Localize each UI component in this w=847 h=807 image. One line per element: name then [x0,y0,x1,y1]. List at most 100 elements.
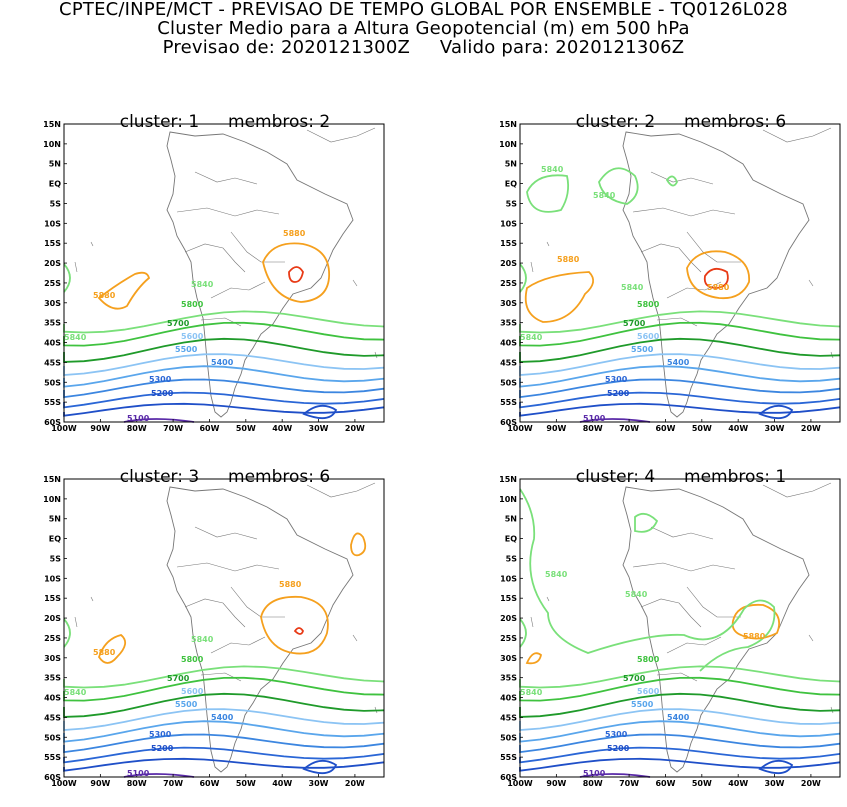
lat-tick-label: 15N [43,120,61,129]
contour-line [598,167,639,205]
lat-tick-label: EQ [505,535,517,544]
contour-label: 5700 [167,674,190,683]
map-plot: 15N10N5NEQ5S10S15S20S25S30S35S40S45S50S5… [43,120,385,433]
lon-tick-label: 100W [507,424,533,433]
contour-line [63,337,385,363]
lon-tick-label: 80W [583,779,603,788]
lat-tick-label: 35S [500,319,517,328]
contour-line [288,266,304,283]
contour-layer [519,167,841,423]
lon-tick-label: 90W [90,779,110,788]
contour-line [302,404,338,420]
contour-line [350,532,367,557]
lat-tick-label: 5S [506,554,518,563]
map-frame [63,478,385,778]
contour-label: 5880 [557,255,580,264]
contour-label: 5500 [631,700,654,709]
lat-tick-label: 15S [500,239,517,248]
lat-tick-label: 5S [50,199,62,208]
contour-line [519,310,841,334]
contour-line [63,321,385,347]
continent-outline [622,131,810,418]
contour-label: 5840 [593,191,616,200]
lon-tick-label: 70W [619,779,639,788]
lat-tick-label: 60S [44,773,61,782]
lat-tick-label: 30S [44,299,61,308]
lon-tick-label: 50W [692,779,712,788]
map-panel-4: cluster: 4 membros: 1 15N 10N 5N EQ 5S 10S 15S… [491,467,841,807]
lon-tick-label: 20W [345,779,365,788]
contour-label: 5880 [93,291,116,300]
contour-label: 5840 [545,570,568,579]
cluster-label: cluster: [119,467,183,487]
lat-tick-label: 25S [500,634,517,643]
contour-label: 5840 [191,635,214,644]
lat-tick-label: 5N [49,515,61,524]
lat-tick-label: 5S [506,199,518,208]
contour-label: 5300 [149,730,172,739]
lat-tick-label: EQ [505,180,517,189]
contour-label: 5100 [583,769,606,778]
lat-tick-label: EQ [49,180,61,189]
contour-line [63,665,385,689]
contour-label: 5840 [64,688,87,697]
map-panel-1: cluster: 1 membros: 2 15N 10N 5N EQ 5S 10S 15S… [35,112,385,452]
contour-layer [63,242,385,423]
lon-tick-label: 30W [309,424,329,433]
lat-tick-label: 10S [500,219,517,228]
contour-line [98,634,127,664]
lat-tick-label: 60S [500,418,517,427]
lat-tick-label: 25S [44,279,61,288]
contour-label: 5600 [181,332,204,341]
contour-line [524,271,595,323]
lon-tick-label: 50W [236,424,256,433]
contour-layer [63,532,385,778]
contour-line [63,310,385,334]
contour-label: 5600 [637,332,660,341]
lon-tick-label: 80W [127,424,147,433]
contour-line [758,404,794,420]
lon-tick-label: 90W [90,424,110,433]
contour-line [519,733,841,754]
lat-tick-label: 35S [44,674,61,683]
contour-label: 5500 [631,345,654,354]
lat-tick-label: 10N [43,140,61,149]
border-line [74,241,94,273]
border-line [306,127,376,143]
border-line [210,281,266,299]
lat-tick-label: 50S [44,378,61,387]
border-line [762,127,832,143]
contour-label: 5100 [127,414,150,423]
border-line [194,171,258,185]
contour-label: 5880 [743,632,766,641]
lat-tick-label: 50S [44,733,61,742]
members-label: membros: [684,112,771,132]
lat-tick-label: 10S [44,574,61,583]
contour-line [519,365,841,388]
lat-tick-label: 15N [499,475,517,484]
map-frame [63,123,385,423]
contour-line [63,263,71,293]
contour-line [260,595,329,655]
lat-tick-label: 45S [44,358,61,367]
lat-tick-label: 55S [500,753,517,762]
border-line [176,562,280,572]
lat-tick-label: 5N [49,160,61,169]
members-label: membros: [228,467,315,487]
contour-label: 5800 [181,655,204,664]
contour-line [526,174,570,213]
contour-label: 5500 [175,345,198,354]
lon-tick-label: 30W [309,779,329,788]
map-frame [519,478,841,778]
lat-tick-label: 5S [50,554,62,563]
contour-line [293,627,304,635]
border-line [650,526,714,540]
contour-label: 5100 [127,769,150,778]
lat-tick-label: 40S [44,694,61,703]
lat-tick-label: 15S [44,594,61,603]
contour-label: 5100 [583,414,606,423]
contour-line [63,708,385,731]
lon-tick-label: 20W [345,424,365,433]
contour-label: 5400 [667,713,690,722]
contour-line [519,692,841,718]
